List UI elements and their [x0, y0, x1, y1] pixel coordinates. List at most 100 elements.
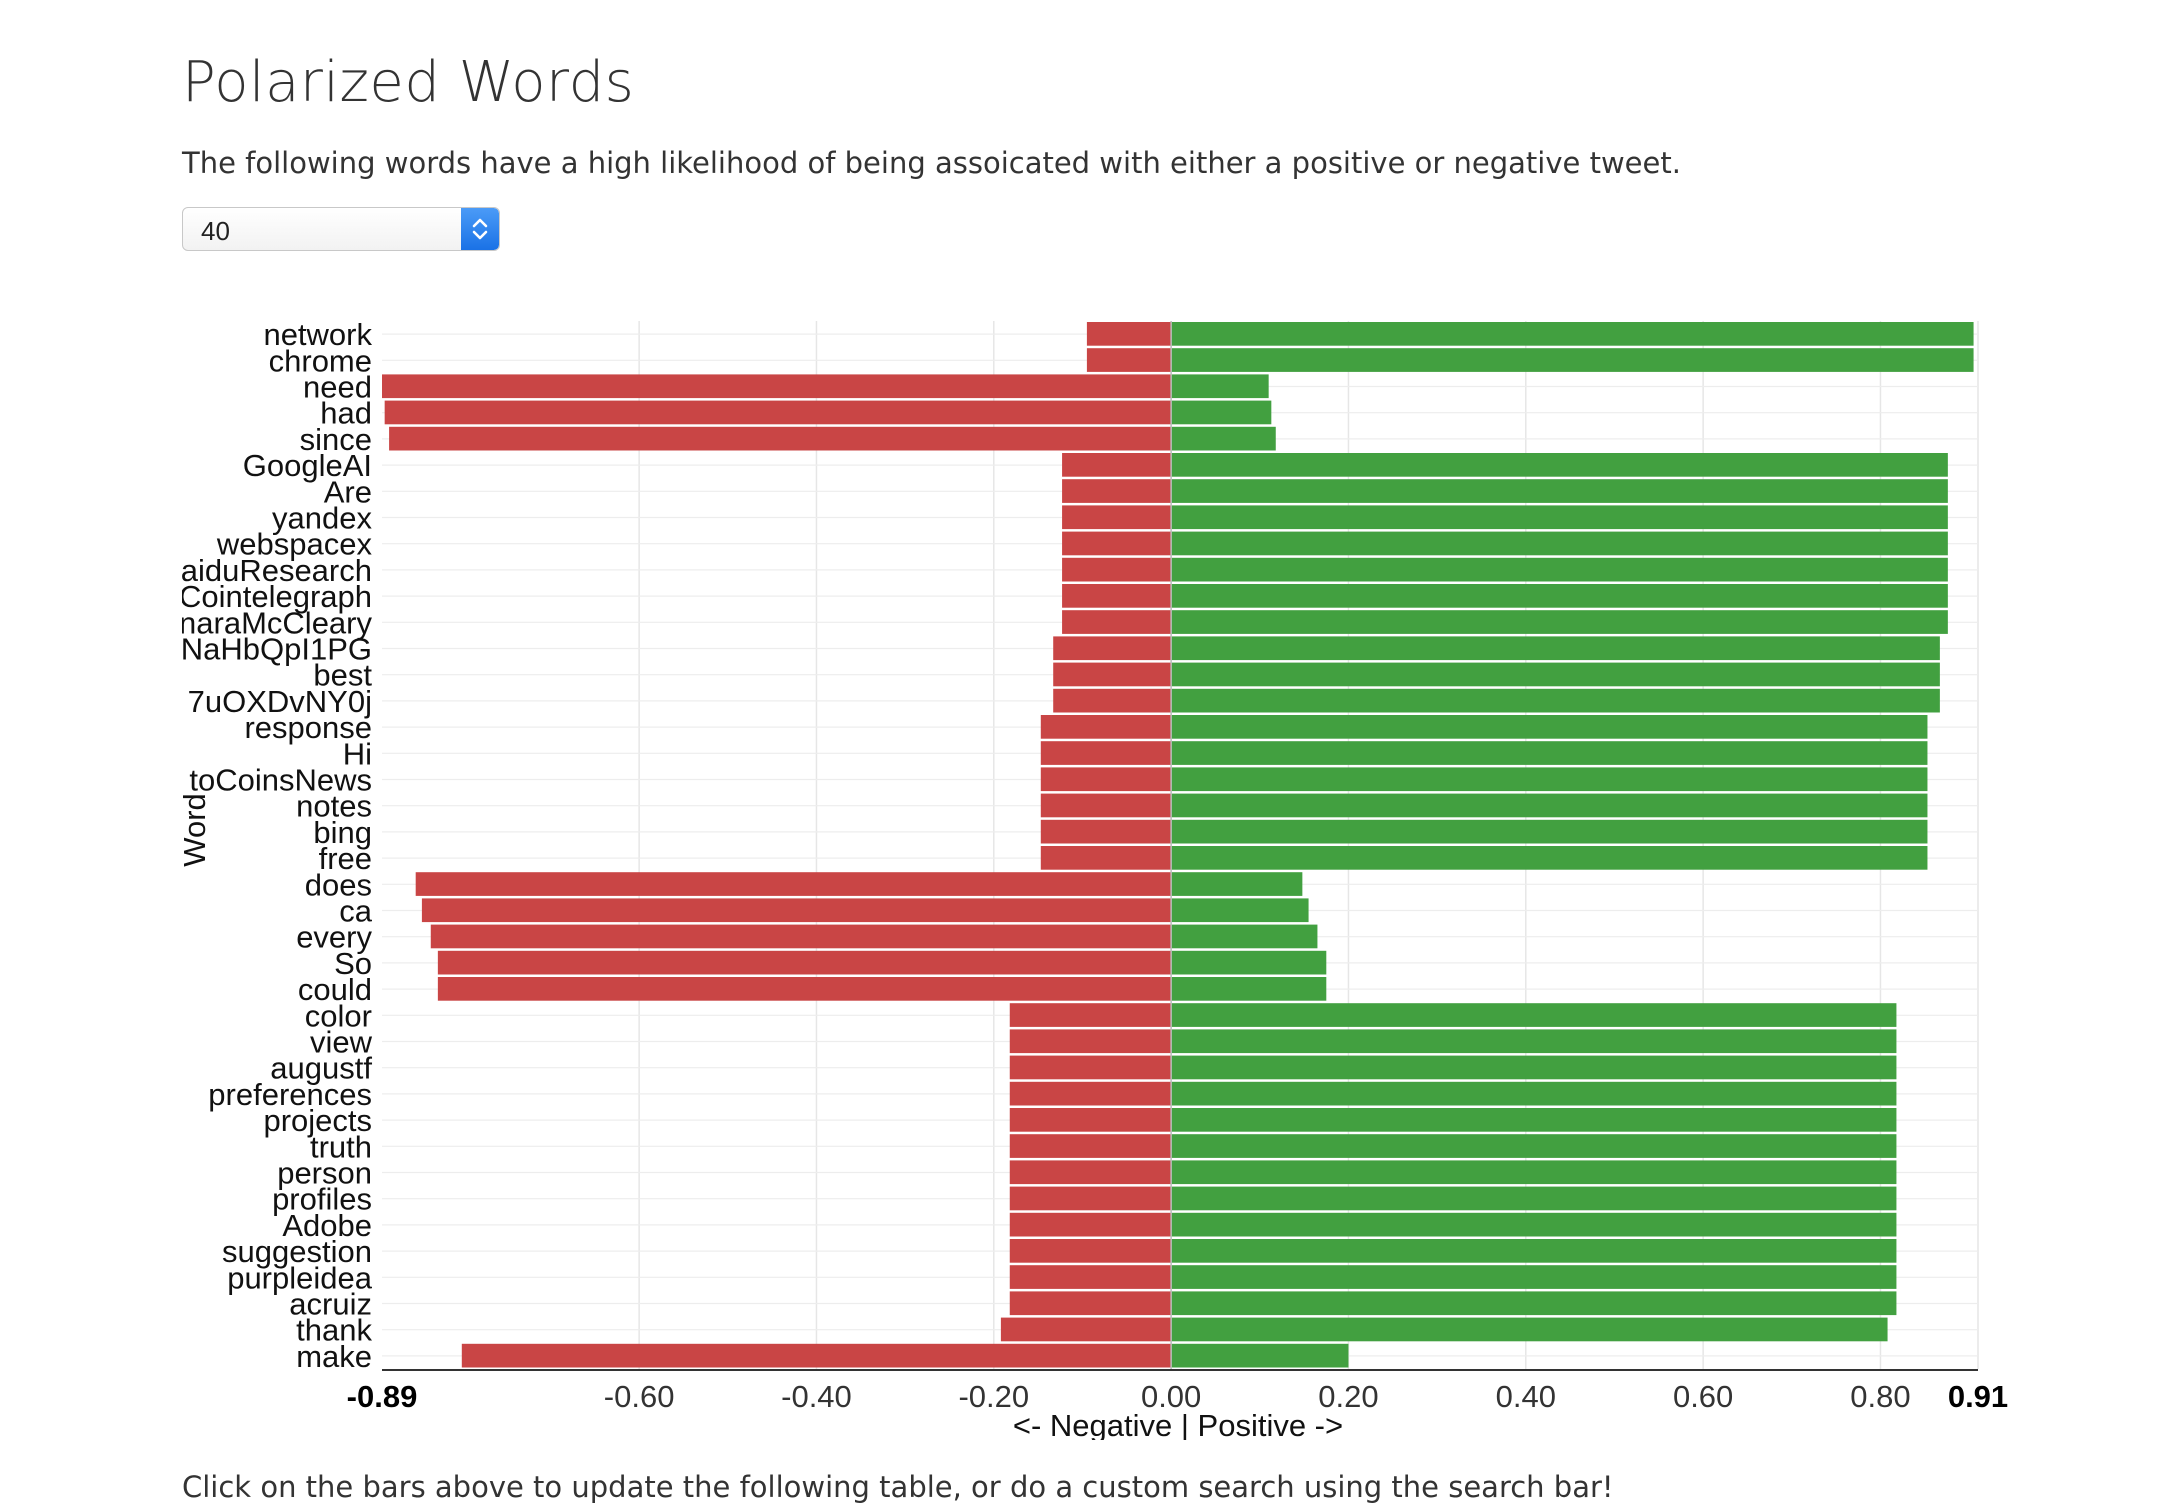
bar-negative[interactable] — [1040, 793, 1172, 818]
word-label: need — [303, 370, 372, 405]
bar-positive[interactable] — [1171, 1265, 1897, 1289]
bar-positive[interactable] — [1171, 1029, 1897, 1054]
bar-positive[interactable] — [1171, 505, 1948, 530]
bar-positive[interactable] — [1171, 426, 1276, 451]
bar-positive[interactable] — [1171, 1239, 1897, 1263]
x-tick-label: 0.00 — [1141, 1379, 1201, 1414]
bar-positive[interactable] — [1171, 1108, 1897, 1132]
bar-positive[interactable] — [1171, 715, 1928, 739]
bar-positive[interactable] — [1171, 924, 1318, 949]
bar-negative[interactable] — [389, 426, 1172, 451]
bar-negative[interactable] — [1009, 1212, 1172, 1237]
bar-negative[interactable] — [430, 924, 1172, 949]
bar-negative[interactable] — [1009, 1291, 1172, 1316]
bar-negative[interactable] — [1062, 479, 1172, 503]
bar-negative[interactable] — [1009, 1239, 1172, 1263]
word-count-select[interactable]: 40 — [182, 207, 500, 251]
bar-positive[interactable] — [1171, 1317, 1888, 1342]
bar-negative[interactable] — [1009, 1003, 1172, 1027]
bar-positive[interactable] — [1171, 741, 1928, 765]
word-label: color — [305, 998, 372, 1033]
bar-positive[interactable] — [1171, 557, 1948, 582]
bar-positive[interactable] — [1171, 819, 1928, 844]
bar-negative[interactable] — [1040, 767, 1172, 792]
bar-negative[interactable] — [1009, 1081, 1172, 1106]
bar-negative[interactable] — [415, 872, 1172, 896]
page-title: Polarized Words — [182, 50, 635, 115]
bar-positive[interactable] — [1171, 1343, 1349, 1368]
bar-negative[interactable] — [1062, 557, 1172, 582]
bar-negative[interactable] — [1062, 531, 1172, 556]
bar-negative[interactable] — [1086, 322, 1172, 346]
word-label: best — [313, 658, 372, 693]
bar-positive[interactable] — [1171, 898, 1309, 923]
bar-negative[interactable] — [1009, 1134, 1172, 1158]
word-label: yandex — [272, 501, 372, 536]
bar-positive[interactable] — [1171, 1003, 1897, 1027]
bar-negative[interactable] — [437, 977, 1172, 1001]
bar-positive[interactable] — [1171, 872, 1303, 896]
bar-positive[interactable] — [1171, 662, 1940, 687]
bar-negative[interactable] — [1009, 1055, 1172, 1080]
bar-negative[interactable] — [1062, 453, 1172, 477]
bar-negative[interactable] — [1040, 741, 1172, 765]
bar-positive[interactable] — [1171, 1186, 1897, 1211]
bar-positive[interactable] — [1171, 1212, 1897, 1237]
bar-positive[interactable] — [1171, 950, 1327, 975]
bar-negative[interactable] — [1009, 1186, 1172, 1211]
bar-positive[interactable] — [1171, 1160, 1897, 1185]
bar-negative[interactable] — [1053, 636, 1172, 661]
bar-positive[interactable] — [1171, 584, 1948, 608]
bar-positive[interactable] — [1171, 453, 1948, 477]
word-label: GoogleAI — [243, 448, 372, 483]
bar-positive[interactable] — [1171, 977, 1327, 1001]
bar-positive[interactable] — [1171, 1055, 1897, 1080]
bar-negative[interactable] — [1062, 610, 1172, 634]
bar-positive[interactable] — [1171, 322, 1974, 346]
word-label: Hi — [343, 736, 372, 771]
bar-negative[interactable] — [382, 374, 1172, 399]
bar-negative[interactable] — [384, 400, 1172, 425]
bar-positive[interactable] — [1171, 479, 1948, 503]
bar-negative[interactable] — [1040, 715, 1172, 739]
bar-negative[interactable] — [461, 1343, 1172, 1368]
grid-lines — [382, 321, 1979, 1369]
bar-negative[interactable] — [1000, 1317, 1172, 1342]
bar-negative[interactable] — [1009, 1108, 1172, 1132]
bar-positive[interactable] — [1171, 767, 1928, 792]
bar-negative[interactable] — [1009, 1029, 1172, 1054]
bar-positive[interactable] — [1171, 846, 1928, 870]
word-label: aiduResearch — [181, 553, 372, 588]
bar-positive[interactable] — [1171, 374, 1269, 399]
bar-positive[interactable] — [1171, 1291, 1897, 1316]
bar-negative[interactable] — [1062, 584, 1172, 608]
word-label: augustf — [270, 1051, 372, 1086]
bar-negative[interactable] — [421, 898, 1172, 923]
bar-positive[interactable] — [1171, 348, 1974, 372]
bar-negative[interactable] — [1086, 348, 1172, 372]
bar-negative[interactable] — [1009, 1265, 1172, 1289]
word-label: network — [263, 317, 372, 352]
y-axis-title: Word — [177, 793, 212, 867]
bar-negative[interactable] — [1062, 505, 1172, 530]
bar-positive[interactable] — [1171, 1134, 1897, 1158]
bar-positive[interactable] — [1171, 688, 1940, 713]
bar-negative[interactable] — [1009, 1160, 1172, 1185]
bar-negative[interactable] — [437, 950, 1172, 975]
bar-negative[interactable] — [1053, 662, 1172, 687]
word-label: 7uOXDvNY0j — [188, 684, 372, 719]
bar-positive[interactable] — [1171, 531, 1948, 556]
bar-positive[interactable] — [1171, 610, 1948, 634]
x-tick-label: 0.40 — [1496, 1379, 1556, 1414]
bar-positive[interactable] — [1171, 636, 1940, 661]
bar-positive[interactable] — [1171, 1081, 1897, 1106]
footer-text: Click on the bars above to update the fo… — [182, 1470, 1614, 1504]
x-tick-label: -0.60 — [604, 1379, 675, 1414]
polarized-words-chart: networkchromeneedhadsinceGoogleAIAreyand… — [177, 317, 2008, 1440]
bar-positive[interactable] — [1171, 400, 1272, 425]
word-label: person — [277, 1156, 372, 1191]
bar-positive[interactable] — [1171, 793, 1928, 818]
bar-negative[interactable] — [1053, 688, 1172, 713]
bar-negative[interactable] — [1040, 846, 1172, 870]
bar-negative[interactable] — [1040, 819, 1172, 844]
